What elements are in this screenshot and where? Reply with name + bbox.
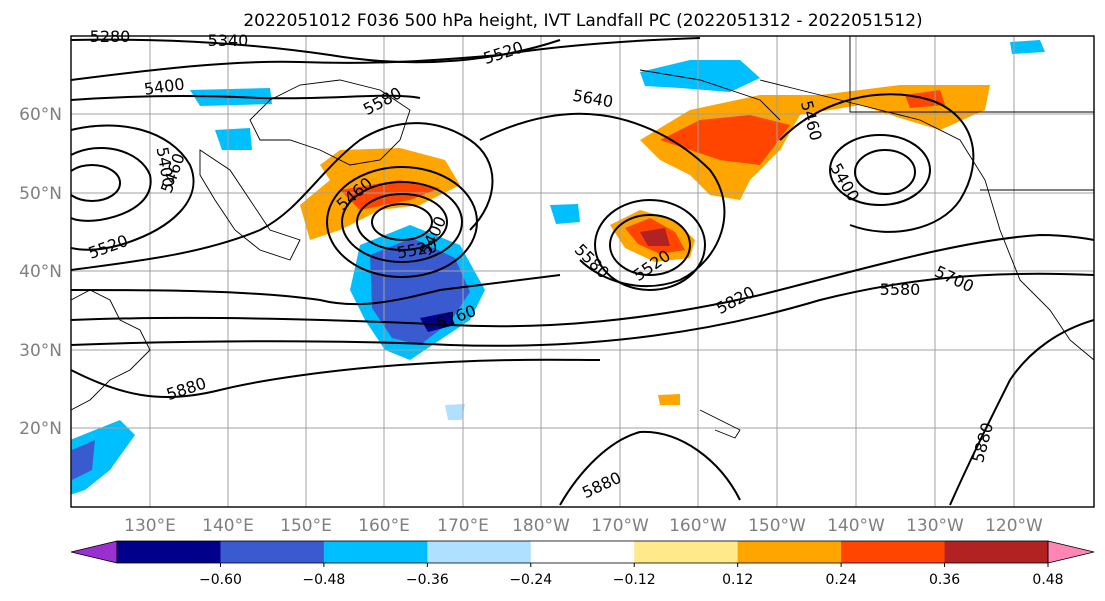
- contour-label: 5580: [880, 280, 921, 299]
- lon-tick-labels: 130°E 140°E 150°E 160°E 170°E 180°W 170°W 160°W…: [124, 516, 1043, 536]
- colorbar-segment: [323, 541, 428, 563]
- colorbar-segment: [841, 541, 946, 563]
- map-frame: [70, 35, 1095, 508]
- colorbar-extend-low: [70, 540, 118, 564]
- contour-label: 5640: [571, 86, 614, 112]
- contour-label: 5520: [481, 37, 526, 68]
- colorbar-tick-label: −0.48: [302, 572, 345, 588]
- contour-label: 5340: [208, 31, 249, 50]
- colorbar-segment: [737, 541, 842, 563]
- colorbar-tick-label: 0.24: [826, 572, 857, 588]
- lon-tick-label: 160°W: [669, 516, 727, 536]
- lat-tick-label: 30°N: [19, 341, 62, 361]
- contour-label: 5700: [932, 262, 977, 296]
- map-area: [71, 36, 1094, 507]
- colorbar-segment: [220, 541, 325, 563]
- lon-tick-label: 130°E: [124, 516, 176, 536]
- lon-tick-label: 150°E: [280, 516, 332, 536]
- colorbar-tick-label: −0.24: [509, 572, 552, 588]
- contour-label: 5880: [579, 468, 624, 502]
- colorbar-segment: [427, 541, 532, 563]
- lon-tick-label: 160°E: [358, 516, 410, 536]
- lon-tick-label: 180°W: [512, 516, 570, 536]
- height-contours: [71, 37, 1094, 506]
- contour-label: 5820: [713, 282, 758, 318]
- lon-tick-label: 130°W: [906, 516, 964, 536]
- colorbar-tick-label: 0.12: [722, 572, 753, 588]
- contour-label: 5580: [571, 240, 613, 282]
- colorbar-segment: [944, 541, 1049, 563]
- colorbar-segment: [530, 541, 635, 563]
- lat-tick-label: 20°N: [19, 419, 62, 439]
- colorbar: −0.60 −0.48 −0.36 −0.24 −0.12 0.12 0.24 0.36 0.4…: [70, 540, 1095, 588]
- lon-tick-label: 170°E: [437, 516, 489, 536]
- colorbar-frame: [116, 540, 1049, 564]
- colorbar-segment: [634, 541, 739, 563]
- lat-tick-labels: 60°N 50°N 40°N 30°N 20°N: [19, 105, 62, 439]
- lon-tick-label: 140°W: [827, 516, 885, 536]
- colorbar-tick-label: 0.48: [1032, 572, 1063, 588]
- lat-tick-label: 50°N: [19, 184, 62, 204]
- ivt-shading: [71, 40, 1045, 495]
- lat-tick-label: 40°N: [19, 262, 62, 282]
- contour-label: 5520: [86, 231, 131, 263]
- colorbar-tick-label: 0.36: [929, 572, 960, 588]
- contour-label: 5880: [164, 373, 209, 404]
- colorbar-extend-high: [1047, 540, 1095, 564]
- lon-tick-label: 150°W: [748, 516, 806, 536]
- contour-label: 5880: [968, 420, 997, 464]
- lon-tick-label: 170°W: [591, 516, 649, 536]
- lat-tick-label: 60°N: [19, 105, 62, 125]
- chart-title: 2022051012 F036 500 hPa height, IVT Land…: [243, 11, 922, 31]
- colorbar-tick-label: −0.60: [199, 572, 242, 588]
- colorbar-tick-label: −0.12: [613, 572, 656, 588]
- colorbar-tick-label: −0.36: [406, 572, 449, 588]
- coastlines: [71, 36, 1094, 439]
- lon-tick-label: 120°W: [985, 516, 1043, 536]
- contour-label: 5400: [153, 145, 179, 188]
- colorbar-segment: [117, 541, 221, 563]
- map-grid: [71, 36, 1094, 507]
- lon-tick-label: 140°E: [202, 516, 254, 536]
